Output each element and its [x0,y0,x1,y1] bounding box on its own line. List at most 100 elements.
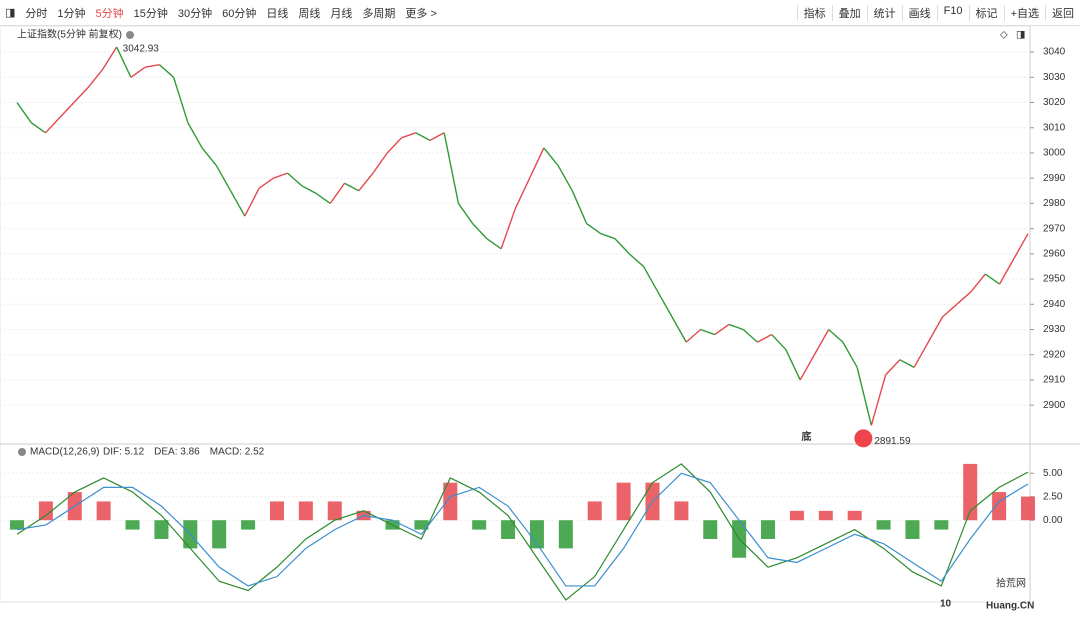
price-segment [415,132,431,141]
y-tick-label: 2940 [1043,299,1066,310]
toolbar-button[interactable]: 统计 [866,4,902,21]
price-segment [714,323,730,336]
y-tick-label: 3010 [1043,122,1066,133]
price-segment [329,182,346,204]
macd-bar [587,501,602,521]
macd-bar [38,501,53,521]
diamond-icon[interactable]: ◇ [1000,30,1008,41]
price-segment [600,233,616,240]
toolbar-button[interactable]: 日线 [266,7,289,20]
macd-bar [125,520,140,530]
toolbar-button[interactable]: 月线 [330,7,353,20]
toolbar-button[interactable]: 叠加 [831,4,867,21]
title-icon[interactable] [126,31,134,39]
y-tick-label: 2910 [1043,375,1066,386]
price-segment [372,152,388,174]
y-tick-label: 2950 [1043,274,1066,285]
price-segment [586,223,602,235]
price-segment [913,341,929,368]
price-segment [386,137,402,154]
panel-icon[interactable]: ◨ [1016,30,1025,41]
icon[interactable]: ◨ [5,7,16,19]
toolbar-button[interactable]: 标记 [968,4,1004,21]
toolbar-button[interactable]: 指标 [796,4,832,21]
macd-bar [674,501,689,521]
price-segment [557,165,573,192]
toolbar-button[interactable]: 15分钟 [133,7,168,20]
price-segment [358,172,374,192]
price-segment [771,334,787,351]
macd-bar [472,520,487,530]
price-segment [273,172,288,179]
price-segment [899,359,915,368]
y-tick-label: 2920 [1043,349,1066,360]
y-tick-label: 2990 [1043,173,1066,184]
price-segment [401,132,416,139]
macd-bar [298,501,313,521]
low-marker-dot [854,429,873,448]
price-segment [614,238,630,255]
price-segment [927,316,944,343]
price-segment [44,117,61,134]
price-segment [998,258,1015,285]
macd-bar [876,520,891,530]
macd-bar [269,501,284,521]
price-segment [757,333,773,343]
price-segment [813,329,830,356]
legend-entry: DIF: 5.12 [103,447,145,458]
toolbar-button[interactable]: F10 [936,4,969,21]
toolbar-button[interactable]: 多周期 [362,7,396,20]
macd-bar [818,510,833,521]
macd-bar [847,510,862,521]
price-segment [59,102,75,119]
macd-bar [212,520,227,549]
price-segment [685,328,701,343]
macd-line [16,472,1029,587]
macd-bar [616,482,631,521]
price-segment [885,359,901,376]
price-segment [443,132,460,204]
y-tick-label: 2900 [1043,400,1066,411]
price-segment [101,46,118,71]
price-segment [942,303,958,318]
macd-bar [154,520,169,539]
price-segment [842,341,858,368]
y-tick-label: 3040 [1043,47,1066,58]
price-segment [287,172,303,187]
y-tick-label: 0.00 [1043,515,1063,526]
macd-bar [414,520,429,530]
price-segment [16,102,32,124]
toolbar-button[interactable]: 返回 [1045,4,1080,21]
toolbar-button[interactable]: 60分钟 [222,7,257,20]
macd-icon[interactable] [18,448,26,456]
toolbar-button[interactable]: 更多 > [405,7,437,20]
price-segment [543,147,559,167]
price-segment [571,190,588,224]
price-segment [158,64,175,78]
price-segment [500,208,517,250]
macd-bar [761,520,776,539]
toolbar-button[interactable]: 30分钟 [177,7,213,20]
price-segment [828,328,844,343]
price-segment [187,122,203,149]
toolbar-button[interactable]: 画线 [901,4,937,21]
low-annotation: 底 [801,430,811,443]
y-tick-label: 2970 [1043,223,1066,234]
price-segment [429,132,445,141]
price-segment [145,64,160,68]
macd-bar [992,492,1007,521]
toolbar-button[interactable]: 5分钟 [95,7,124,20]
toolbar-button[interactable]: 周线 [298,7,321,20]
macd-bar [327,501,342,521]
price-segment [528,147,545,179]
toolbar-button[interactable]: 1分钟 [57,7,86,20]
toolbar-button[interactable]: +自选 [1003,4,1045,21]
macd-bar [10,520,24,530]
price-segment [628,253,644,267]
price-segment [457,203,474,224]
price-segment [87,69,103,88]
price-segment [201,147,217,167]
toolbar-button[interactable]: 分时 [25,7,48,20]
watermark-logo: 10 [940,599,952,610]
macd-bar [789,510,804,521]
